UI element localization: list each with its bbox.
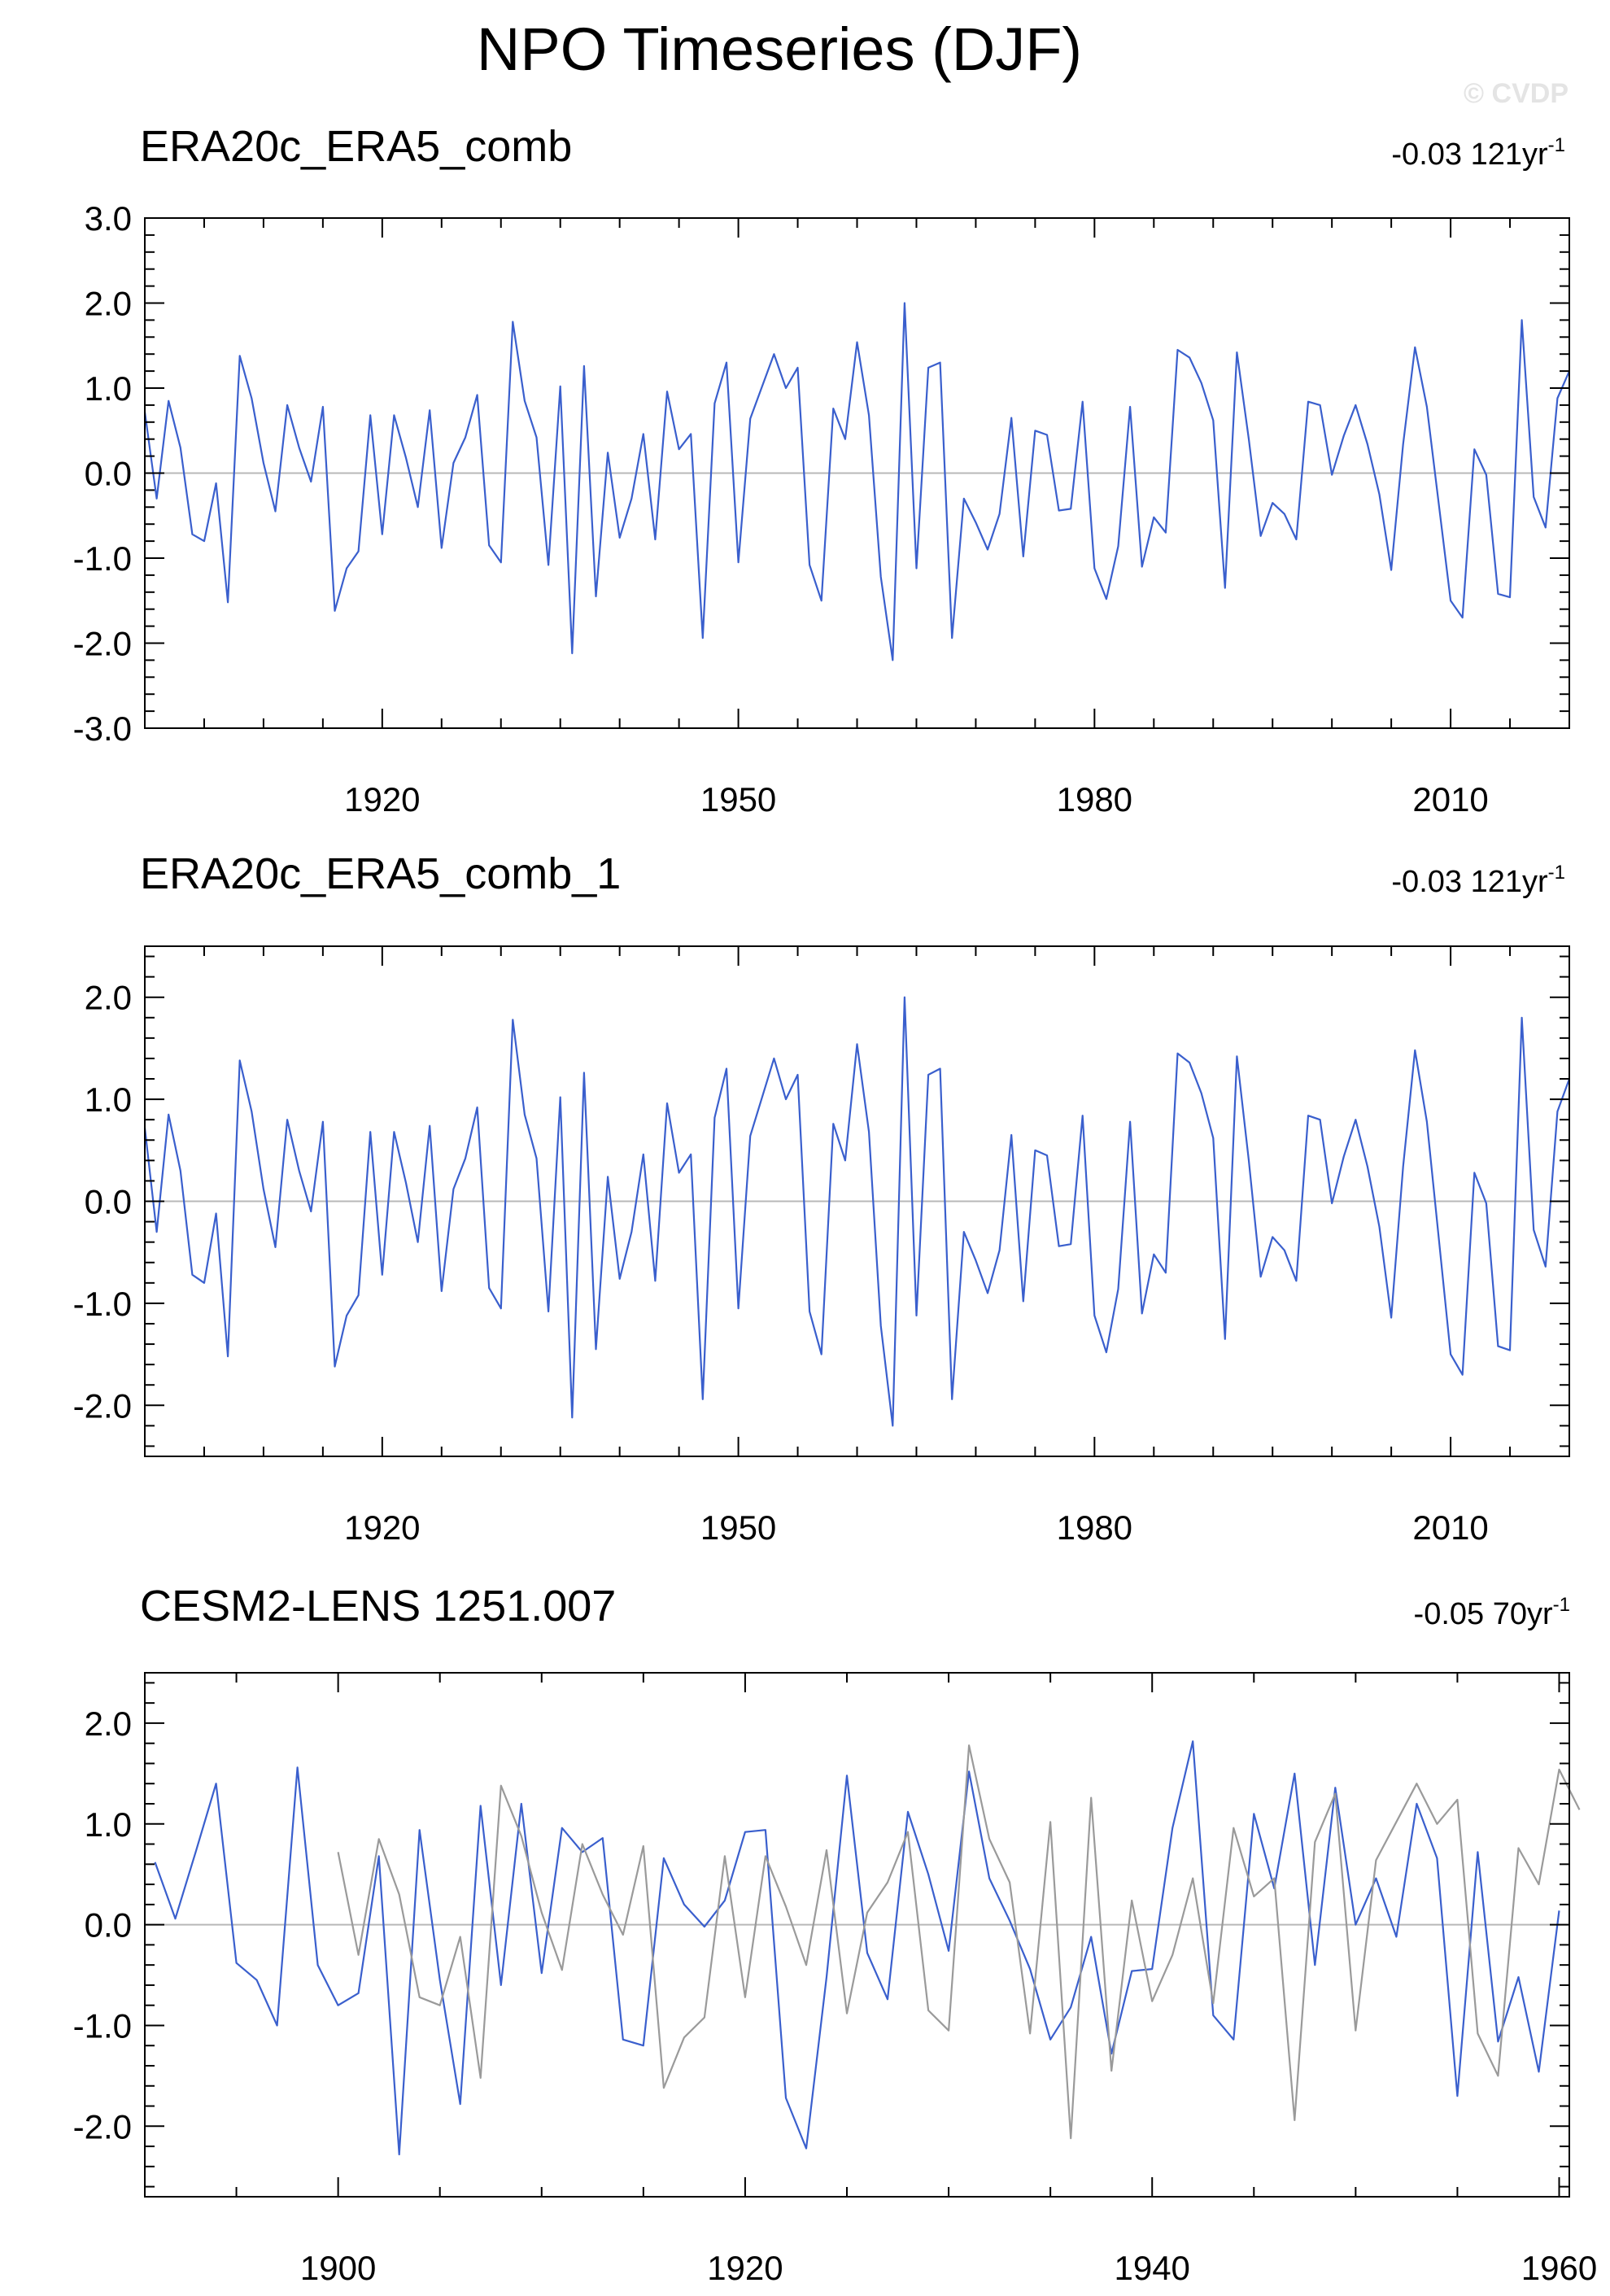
panel-2-x-tick-label: 1920 bbox=[344, 1508, 420, 1547]
panel-2-y-tick-label: 1.0 bbox=[85, 1080, 132, 1119]
panel-1-trend: -0.03 121yr-1 bbox=[1391, 134, 1565, 172]
panel-1-x-tick-label: 2010 bbox=[1412, 780, 1488, 818]
panel-1-y-tick-label: 3.0 bbox=[85, 199, 132, 238]
panel-3-frame bbox=[144, 1672, 1570, 2198]
panel-2-y-tick-label: 0.0 bbox=[85, 1183, 132, 1221]
panel-1-x-tick-label: 1950 bbox=[700, 780, 776, 818]
panel-2-x-tick-label: 2010 bbox=[1412, 1508, 1488, 1547]
panel-3-y-tick-label: 1.0 bbox=[85, 1805, 132, 1844]
panel-2-trend-value: -0.03 bbox=[1391, 865, 1462, 899]
panel-1-y-tick-label: 1.0 bbox=[85, 369, 132, 408]
panel-1-trend-period: 121yr bbox=[1471, 137, 1548, 172]
panel-1-title: ERA20c_ERA5_comb bbox=[140, 122, 572, 171]
panel-2-y-tick-label: -2.0 bbox=[73, 1386, 132, 1425]
panel-1-trend-value: -0.03 bbox=[1391, 137, 1462, 172]
panel-3-y-tick-label: -2.0 bbox=[73, 2107, 132, 2145]
panel-3-title: CESM2-LENS 1251.007 bbox=[140, 1582, 616, 1630]
panel-1-x-tick-label: 1920 bbox=[344, 780, 420, 818]
panel-1-x-tick-label: 1980 bbox=[1057, 780, 1132, 818]
panel-1-plot-area: -3.0 -2.0 -1.0 0.0 1.0 2.0 3.0 1920 1950 1980 2010 bbox=[73, 199, 1571, 818]
panel-2-trend-period: 121yr bbox=[1471, 865, 1548, 899]
panel-3-y-tick-label: 0.0 bbox=[85, 1906, 132, 1945]
panel-3-x-tick-label: 1960 bbox=[1521, 2249, 1597, 2287]
panel-3-trend: -0.05 70yr-1 bbox=[1414, 1594, 1570, 1631]
panel-2-trend-exponent: -1 bbox=[1548, 862, 1565, 884]
panel-3-x-tick-label: 1920 bbox=[707, 2249, 783, 2287]
panel-3-y-tick-label: 2.0 bbox=[85, 1705, 132, 1743]
panel-2-plot-area: -2.0 -1.0 0.0 1.0 2.0 1920 1950 1980 2010 bbox=[73, 945, 1571, 1547]
panel-2: ERA20c_ERA5_comb_1 -0.03 121yr-1 -2.0 -1.… bbox=[73, 849, 1571, 1547]
cvdp-watermark: © CVDP bbox=[1464, 78, 1569, 109]
panel-3-trend-exponent: -1 bbox=[1553, 1594, 1570, 1616]
panel-3-plot-area: -2.0 -1.0 0.0 1.0 2.0 1900 1920 1940 1960 bbox=[73, 1672, 1597, 2287]
panel-1: ERA20c_ERA5_comb -0.03 121yr-1 -3.0-2.0-… bbox=[73, 122, 1571, 818]
panel-1-trend-exponent: -1 bbox=[1548, 134, 1565, 156]
panel-1-series-line bbox=[143, 302, 1571, 661]
panel-2-y-tick-label: -1.0 bbox=[73, 1285, 132, 1323]
panel-3-x-tick-label: 1940 bbox=[1114, 2249, 1189, 2287]
panel-2-x-tick-label: 1980 bbox=[1057, 1508, 1132, 1547]
panel-1-y-tick-label: 2.0 bbox=[85, 285, 132, 323]
panel-3-observed-series-line bbox=[337, 1744, 1581, 2140]
panel-3-model-series-line bbox=[154, 1740, 1560, 2156]
panel-2-x-tick-label: 1950 bbox=[700, 1508, 776, 1547]
panel-3-y-tick-label: -1.0 bbox=[73, 2006, 132, 2045]
panel-3: CESM2-LENS 1251.007 -0.05 70yr-1 -2.0 -1.… bbox=[73, 1582, 1598, 2287]
figure-title: NPO Timeseries (DJF) bbox=[477, 15, 1082, 83]
panel-1-y-tick-label: -1.0 bbox=[73, 539, 132, 578]
panel-2-trend: -0.03 121yr-1 bbox=[1391, 862, 1565, 899]
panel-2-title: ERA20c_ERA5_comb_1 bbox=[140, 849, 621, 898]
panel-3-x-tick-label: 1900 bbox=[300, 2249, 376, 2287]
panel-1-y-tick-label: 0.0 bbox=[85, 455, 132, 493]
panel-1-y-tick-label: -3.0 bbox=[73, 709, 132, 748]
panel-1-y-tick-label: -2.0 bbox=[73, 625, 132, 663]
panel-3-trend-period: 70yr bbox=[1493, 1597, 1553, 1631]
panel-3-trend-value: -0.05 bbox=[1414, 1597, 1485, 1631]
panel-2-series-line bbox=[143, 996, 1571, 1427]
panel-2-y-tick-label: 2.0 bbox=[85, 979, 132, 1017]
